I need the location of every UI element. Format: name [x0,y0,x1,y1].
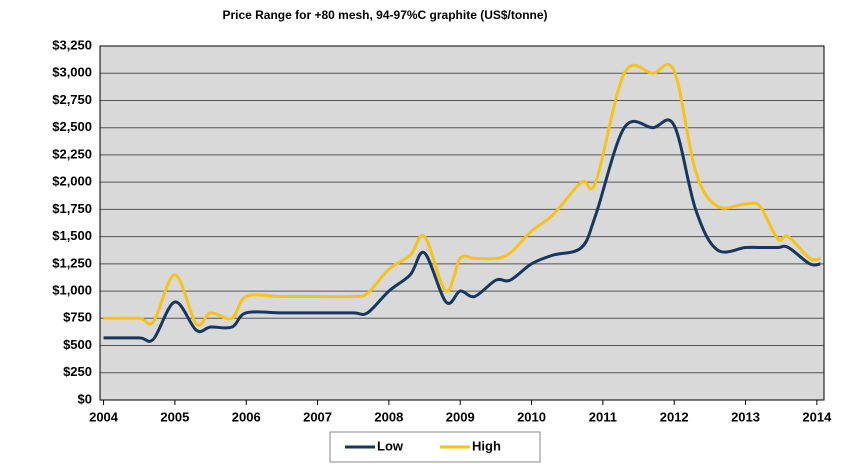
y-tick-label: $750 [63,310,92,325]
y-tick-label: $250 [63,364,92,379]
y-tick-label: $500 [63,337,92,352]
x-tick-label: 2004 [89,409,119,424]
y-tick-label: $2,000 [52,174,92,189]
x-tick-label: 2007 [303,409,332,424]
x-tick-label: 2013 [731,409,760,424]
x-tick-label: 2010 [517,409,546,424]
plot-area [100,46,824,400]
y-tick-label: $2,750 [52,92,92,107]
x-tick-label: 2012 [660,409,689,424]
y-tick-label: $2,250 [52,146,92,161]
y-tick-label: $1,000 [52,283,92,298]
y-tick-label: $1,500 [52,228,92,243]
y-tick-label: $1,250 [52,255,92,270]
y-tick-label: $3,000 [52,65,92,80]
line-series [103,118,821,343]
plot-border [99,45,825,401]
x-tick-label: 2011 [589,409,617,424]
y-tick-label: $0 [78,391,92,406]
line-series [103,62,821,327]
x-tick-label: 2008 [374,409,403,424]
x-tick-label: 2005 [160,409,189,424]
y-tick-label: $2,500 [52,119,92,134]
x-tick-label: 2014 [802,409,832,424]
y-tick-label: $3,250 [52,37,92,52]
x-tick-label: 2009 [446,409,475,424]
y-tick-label: $1,750 [52,201,92,216]
legend-label: High [472,438,501,453]
x-tick-label: 2006 [232,409,261,424]
chart-title: Price Range for +80 mesh, 94-97%C graphi… [222,8,547,22]
legend-label: Low [377,438,404,453]
